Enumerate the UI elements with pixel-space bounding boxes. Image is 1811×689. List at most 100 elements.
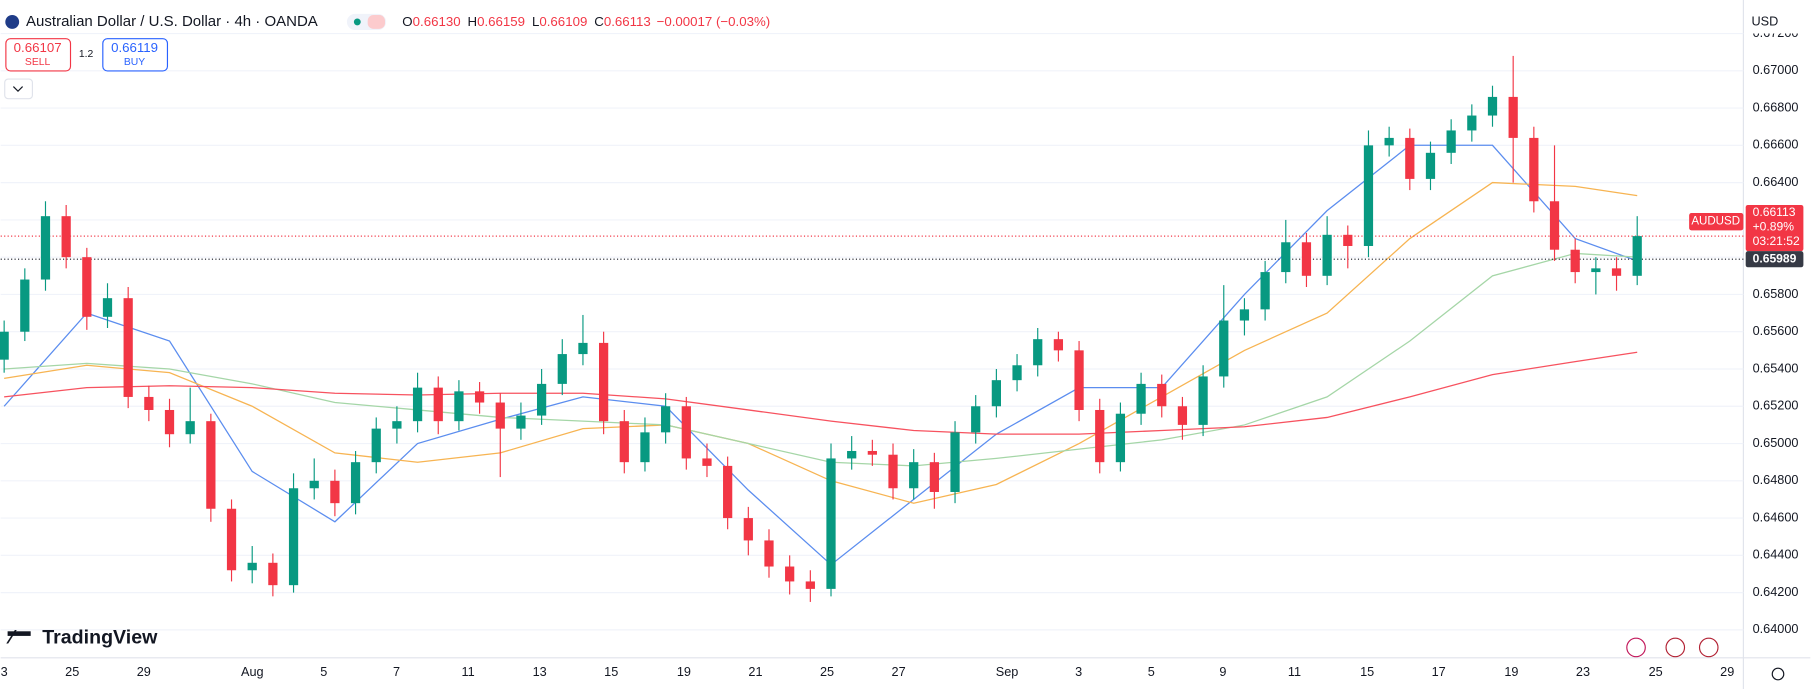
x-tick-label: 29: [1720, 665, 1734, 679]
candle-body: [640, 432, 650, 463]
y-tick-label: 0.64400: [1753, 548, 1799, 562]
candle-body: [412, 387, 423, 422]
candle-body: [330, 480, 340, 504]
logo: TradingView: [42, 626, 158, 648]
spread: 1.2: [79, 49, 94, 60]
currency-button[interactable]: [1745, 10, 1804, 34]
ohlc-value: 0.66159: [477, 13, 525, 28]
candle-body: [867, 450, 877, 455]
candle-body: [454, 391, 464, 422]
candle-body: [1115, 413, 1126, 463]
candle-body: [743, 518, 753, 541]
candle-body: [495, 402, 505, 429]
candle-body: [702, 458, 712, 466]
candle-body: [1591, 268, 1601, 273]
y-tick-label: 0.65600: [1753, 324, 1799, 338]
candle-body: [826, 458, 836, 589]
last-price-tag: [1745, 204, 1804, 252]
symbol-title: Australian Dollar / U.S. Dollar · 4h · O…: [26, 13, 318, 30]
candle-body: [1363, 145, 1374, 246]
candle-body: [1033, 339, 1043, 366]
candle-body: [40, 216, 51, 280]
sell-price: 0.66107: [14, 40, 62, 55]
candle-body: [1260, 272, 1270, 310]
candle-body: [1487, 96, 1498, 116]
buy-label: BUY: [124, 57, 145, 68]
candle-body: [102, 298, 113, 317]
y-tick-label: 0.65200: [1753, 399, 1799, 413]
currency: USD: [1751, 14, 1778, 28]
y-tick-label: 0.64200: [1753, 585, 1799, 599]
ohlc-value: 0.66130: [413, 13, 461, 28]
x-tick-label: Sep: [996, 665, 1019, 679]
x-tick-label: 13: [533, 665, 547, 679]
event-icon[interactable]: [1626, 637, 1646, 658]
ohlc-label: O: [402, 13, 412, 28]
candle-body: [1301, 242, 1312, 276]
y-tick-label: 0.64800: [1753, 473, 1799, 487]
y-tick-label: 0.66600: [1753, 138, 1799, 152]
change-pct: +0.89%: [1753, 220, 1795, 234]
candle-body: [1074, 350, 1084, 410]
logo-mark: ⁄: [6, 626, 17, 648]
ohlc-label: C: [594, 13, 604, 28]
candle-body: [0, 331, 9, 360]
candle-body: [516, 415, 526, 429]
candle-body: [1384, 137, 1394, 146]
status-dot: [353, 18, 361, 26]
candle-body: [1425, 152, 1436, 179]
chevron-icon: [12, 86, 24, 92]
candle-body: [433, 387, 443, 422]
y-tick-label: 0.64000: [1753, 622, 1799, 636]
candle-body: [536, 383, 547, 416]
candle-body: [909, 462, 919, 489]
event-icon[interactable]: [1698, 637, 1719, 658]
candle-body: [144, 396, 154, 410]
candle-body: [1529, 137, 1539, 202]
ohlc-change: −0.00017 (−0.03%): [657, 13, 771, 28]
buy-button[interactable]: [102, 38, 169, 72]
candle-body: [785, 566, 795, 582]
candle-body: [1570, 249, 1580, 273]
ohlc-label: H: [468, 13, 478, 28]
candle-body: [1322, 234, 1332, 276]
x-tick-label: 25: [820, 665, 834, 679]
candle-body: [206, 421, 216, 509]
candle-body: [61, 216, 71, 258]
x-tick-label: Aug: [241, 665, 264, 679]
event-icon[interactable]: [1665, 637, 1686, 658]
collapse-button[interactable]: [4, 78, 33, 100]
candle-body: [888, 454, 898, 489]
sell-button[interactable]: [5, 38, 72, 72]
candle-body: [226, 508, 237, 571]
candle-body: [82, 257, 92, 317]
candle-body: [1095, 409, 1105, 463]
x-tick-label: 9: [1219, 665, 1226, 679]
candle-body: [288, 488, 299, 586]
y-tick-label: 0.66400: [1753, 175, 1799, 189]
candle-body: [1157, 383, 1167, 407]
candle-body: [185, 421, 195, 435]
x-tick-label: 21: [748, 665, 762, 679]
candle-body: [1508, 96, 1518, 138]
ohlc-legend: O0.66130 H0.66159 L0.66109 C0.66113 −0.00017…: [402, 13, 770, 28]
candle-body: [805, 581, 815, 589]
y-tick-label: 0.66800: [1753, 100, 1799, 114]
candle-body: [847, 450, 857, 459]
y-tick-label: 0.65000: [1753, 436, 1799, 450]
y-tick-label: 0.65400: [1753, 361, 1799, 375]
x-tick-label: 25: [1649, 665, 1663, 679]
candle-body: [619, 421, 629, 463]
candle-body: [1239, 309, 1250, 321]
settings-icon[interactable]: [1771, 667, 1785, 681]
candle-body: [1177, 406, 1188, 425]
x-tick-label: 5: [320, 665, 327, 679]
reference-tag: [1745, 251, 1804, 268]
candle-body: [661, 406, 671, 433]
x-tick-label: 5: [1148, 665, 1155, 679]
candle-body: [1012, 365, 1022, 381]
ohlc-label: L: [532, 13, 539, 28]
candle-body: [1343, 234, 1353, 246]
